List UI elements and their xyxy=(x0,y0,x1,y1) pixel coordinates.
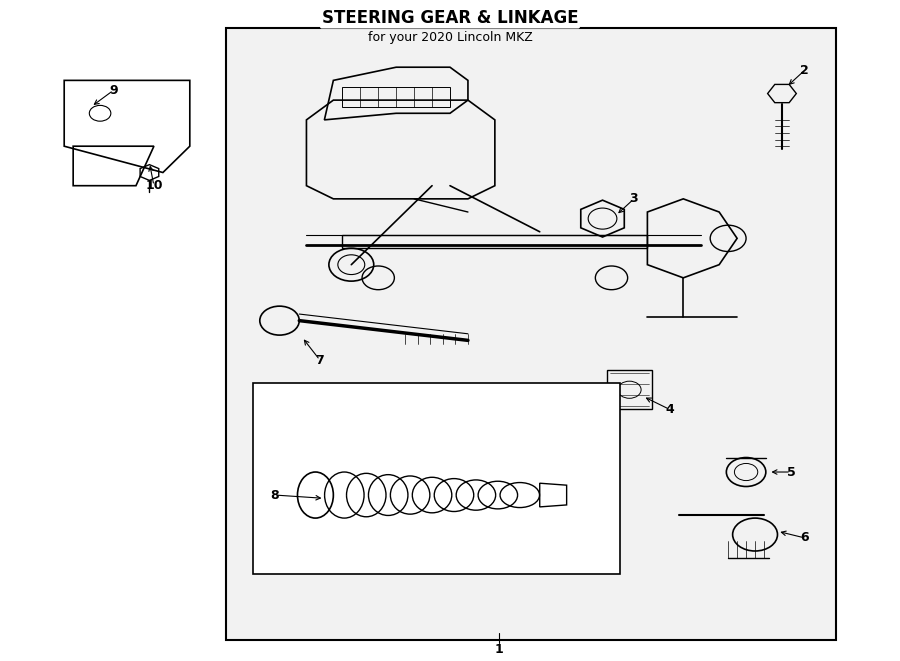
Text: STEERING GEAR & LINKAGE: STEERING GEAR & LINKAGE xyxy=(321,9,579,27)
Text: 8: 8 xyxy=(271,488,279,502)
Text: 1: 1 xyxy=(495,643,504,656)
Text: 10: 10 xyxy=(145,179,163,192)
Text: 3: 3 xyxy=(630,192,638,206)
Text: 4: 4 xyxy=(665,403,674,416)
Bar xyxy=(226,28,836,640)
Text: 2: 2 xyxy=(800,64,809,77)
Text: 6: 6 xyxy=(800,531,809,545)
Text: 9: 9 xyxy=(109,84,118,97)
Text: 5: 5 xyxy=(787,465,796,479)
Text: for your 2020 Lincoln MKZ: for your 2020 Lincoln MKZ xyxy=(367,31,533,44)
Text: 7: 7 xyxy=(316,354,324,367)
Bar xyxy=(253,383,620,574)
